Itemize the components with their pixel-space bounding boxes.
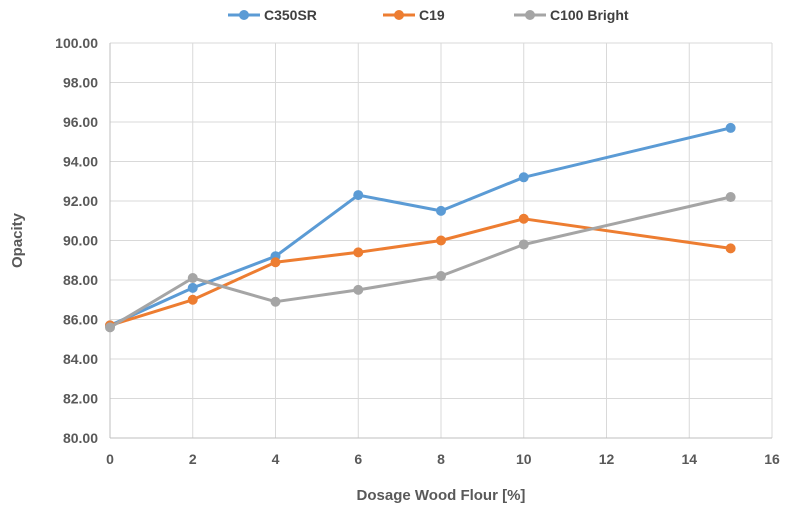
data-point-c100-bright [353, 284, 364, 295]
x-tick-label: 16 [764, 451, 780, 467]
data-point-c350sr [436, 205, 446, 216]
y-tick-label: 82.00 [63, 391, 98, 407]
data-point-c350sr [518, 172, 529, 183]
legend: C350SR C19 C100 Bright [228, 7, 629, 23]
x-tick-label: 0 [106, 451, 114, 467]
x-tick-label: 12 [599, 451, 615, 467]
legend-label: C100 Bright [550, 7, 629, 23]
x-axis-title: Dosage Wood Flour [%] [357, 487, 526, 504]
legend-label: C19 [419, 7, 445, 23]
x-tick-label: 4 [272, 451, 280, 467]
y-tick-label: 100.00 [55, 35, 98, 51]
y-tick-label: 84.00 [63, 351, 98, 367]
y-tick-label: 80.00 [63, 430, 98, 446]
y-axis-title: Opacity [9, 212, 26, 268]
series-c19 [105, 213, 736, 331]
data-point-c19 [436, 235, 446, 246]
data-point-c100-bright [187, 273, 198, 284]
legend-label: C350SR [264, 7, 317, 23]
y-tick-label: 92.00 [63, 193, 98, 209]
legend-swatch-marker [525, 10, 535, 20]
series-c100-bright [105, 192, 736, 333]
y-tick-label: 98.00 [63, 75, 98, 91]
x-tick-label: 2 [189, 451, 197, 467]
data-point-c100-bright [270, 296, 281, 307]
x-tick-label: 8 [437, 451, 445, 467]
data-point-c350sr [353, 190, 364, 201]
y-tick-label: 94.00 [63, 154, 98, 170]
y-tick-label: 90.00 [63, 233, 98, 249]
series-c350sr [105, 122, 736, 331]
series-line-c19 [109, 217, 731, 327]
data-point-c100-bright [436, 271, 446, 282]
x-tick-label: 10 [516, 451, 532, 467]
y-tick-label: 96.00 [63, 114, 98, 130]
series-lines [105, 122, 736, 333]
legend-swatch-marker [239, 10, 249, 20]
data-point-c100-bright [725, 192, 736, 203]
x-tick-label: 6 [354, 451, 362, 467]
data-point-c100-bright [518, 239, 529, 250]
tick-labels: 80.00 82.00 84.00 86.00 88.00 90.00 92.00 94.00… [55, 35, 780, 467]
x-tick-label: 14 [681, 451, 697, 467]
data-point-c350sr [187, 282, 198, 293]
data-point-c19 [353, 247, 364, 258]
data-point-c19 [270, 257, 281, 268]
legend-item-c100-bright: C100 Bright [514, 7, 629, 23]
data-point-c350sr [725, 122, 736, 133]
data-point-c19 [187, 294, 198, 305]
data-point-c19 [725, 243, 736, 254]
y-tick-label: 86.00 [63, 312, 98, 328]
y-tick-label: 88.00 [63, 272, 98, 288]
series-line-c100-bright [109, 195, 731, 329]
data-point-c19 [518, 213, 529, 224]
data-point-c100-bright [105, 322, 115, 333]
axes [109, 43, 772, 439]
legend-item-c350sr: C350SR [228, 7, 317, 23]
legend-swatch-marker [394, 10, 404, 20]
legend-item-c19: C19 [383, 7, 445, 23]
